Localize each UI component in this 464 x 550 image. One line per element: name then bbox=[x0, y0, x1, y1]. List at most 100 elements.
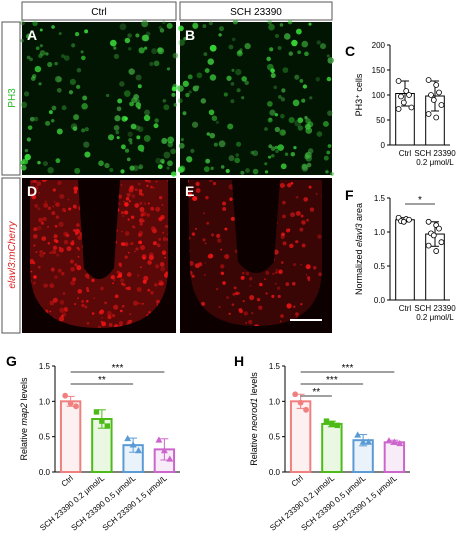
cell bbox=[146, 184, 149, 187]
x-tick-label: Ctrl bbox=[399, 304, 412, 313]
cell bbox=[170, 171, 177, 177]
cell bbox=[231, 68, 235, 72]
data-point bbox=[73, 403, 79, 410]
cell bbox=[116, 106, 122, 112]
data-point bbox=[438, 239, 445, 246]
bar bbox=[59, 400, 82, 474]
cell bbox=[264, 278, 266, 281]
cell bbox=[250, 150, 254, 155]
cell bbox=[36, 225, 42, 231]
cell bbox=[73, 114, 80, 121]
cell bbox=[208, 21, 213, 26]
cell bbox=[52, 297, 58, 303]
cell bbox=[38, 53, 43, 59]
cell bbox=[152, 186, 155, 189]
cell bbox=[139, 245, 146, 251]
y-axis-label-part: area bbox=[354, 203, 364, 224]
cell bbox=[44, 200, 48, 203]
y-tick-label: 1.5 bbox=[39, 362, 51, 371]
y-axis-label: PH3⁺ cells bbox=[354, 73, 364, 116]
cell bbox=[305, 274, 308, 276]
cell bbox=[227, 123, 234, 130]
cell bbox=[131, 194, 136, 199]
cell bbox=[178, 25, 184, 32]
cell bbox=[149, 256, 152, 260]
cell bbox=[155, 264, 160, 269]
cell bbox=[63, 55, 70, 61]
cell bbox=[116, 136, 120, 140]
cell bbox=[305, 118, 311, 124]
cell bbox=[111, 313, 116, 318]
micrograph bbox=[22, 22, 176, 175]
cell bbox=[130, 215, 135, 220]
cell bbox=[231, 37, 236, 42]
header-box bbox=[179, 1, 333, 21]
y-axis-label: Relative neorod1 levels bbox=[249, 372, 259, 466]
cell bbox=[159, 262, 165, 267]
cell bbox=[30, 192, 35, 198]
significance-label: *** bbox=[342, 363, 354, 374]
cell bbox=[91, 278, 95, 283]
x-tick-label-line: 0.2 μmol/L bbox=[416, 158, 454, 167]
cell bbox=[124, 231, 130, 236]
cell bbox=[107, 134, 115, 141]
cell bbox=[117, 273, 123, 278]
cell bbox=[42, 216, 47, 222]
cell bbox=[66, 246, 72, 252]
cell bbox=[270, 146, 276, 151]
cell bbox=[117, 98, 123, 104]
data-point bbox=[385, 437, 393, 444]
cell bbox=[267, 155, 272, 159]
cell bbox=[161, 137, 168, 144]
cell bbox=[101, 321, 107, 327]
cell bbox=[251, 312, 254, 315]
cell bbox=[55, 239, 59, 244]
cell bbox=[68, 90, 74, 95]
cell bbox=[326, 54, 330, 58]
column-header: SCH 23390 bbox=[230, 7, 282, 18]
cell bbox=[161, 204, 164, 206]
cell bbox=[205, 158, 211, 164]
cell bbox=[327, 110, 333, 116]
cell bbox=[252, 150, 259, 157]
cell bbox=[266, 56, 271, 62]
cell bbox=[133, 250, 136, 253]
data-point bbox=[104, 423, 110, 429]
data-point bbox=[433, 82, 440, 88]
cell bbox=[151, 48, 158, 55]
cell bbox=[228, 312, 231, 315]
cell bbox=[191, 232, 196, 236]
cell bbox=[171, 92, 176, 97]
cell bbox=[41, 236, 47, 242]
cell bbox=[224, 254, 230, 260]
cell bbox=[84, 305, 88, 309]
cell bbox=[114, 294, 119, 299]
cell bbox=[188, 180, 190, 183]
cell bbox=[42, 161, 48, 167]
cell bbox=[278, 269, 283, 275]
cell bbox=[272, 272, 275, 275]
cell bbox=[76, 265, 82, 271]
significance-label: *** bbox=[326, 375, 338, 386]
y-tick-label: 0.0 bbox=[39, 468, 51, 477]
cell bbox=[245, 168, 250, 173]
cell bbox=[202, 238, 206, 242]
cell bbox=[81, 128, 86, 133]
cell bbox=[32, 20, 38, 27]
cell bbox=[204, 242, 207, 245]
cell bbox=[189, 261, 194, 266]
cell bbox=[264, 162, 268, 166]
cell bbox=[34, 203, 39, 208]
cell bbox=[52, 205, 55, 208]
cell bbox=[113, 279, 116, 281]
cell bbox=[212, 181, 217, 186]
x-tick-label-line: SCH 23390 bbox=[414, 149, 456, 158]
cell bbox=[220, 271, 225, 275]
cell bbox=[51, 249, 57, 255]
cell bbox=[266, 101, 273, 107]
cell bbox=[155, 206, 161, 212]
cell bbox=[52, 188, 56, 192]
data-point bbox=[436, 89, 442, 96]
cell bbox=[276, 286, 281, 290]
cell bbox=[293, 146, 297, 150]
